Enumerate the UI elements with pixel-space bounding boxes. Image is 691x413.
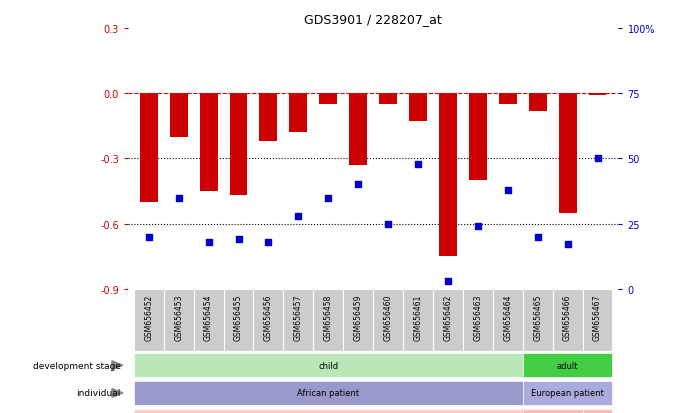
Bar [522, 381, 612, 405]
Text: GSM656455: GSM656455 [234, 293, 243, 340]
Bar [290, 94, 307, 133]
Point [263, 239, 274, 246]
Bar [522, 408, 583, 413]
Bar [193, 289, 224, 351]
Text: GSM656465: GSM656465 [533, 293, 542, 340]
Text: European patient: European patient [531, 389, 604, 397]
Bar [522, 289, 553, 351]
Point [383, 221, 394, 228]
Point [323, 195, 334, 202]
Point [413, 161, 424, 168]
Text: child: child [318, 361, 339, 370]
Bar [583, 289, 612, 351]
Bar [529, 94, 547, 111]
Text: GSM656462: GSM656462 [444, 293, 453, 340]
Text: GSM656459: GSM656459 [354, 293, 363, 340]
Text: GSM656463: GSM656463 [473, 293, 482, 340]
Polygon shape [112, 361, 123, 370]
Point [592, 156, 603, 162]
Bar [134, 381, 522, 405]
Text: GSM656452: GSM656452 [144, 293, 153, 340]
Bar [164, 289, 193, 351]
Text: African patient: African patient [297, 389, 359, 397]
Point [562, 242, 573, 248]
Bar [134, 408, 522, 413]
Bar [349, 94, 367, 166]
Point [143, 234, 154, 240]
Text: GSM656467: GSM656467 [593, 293, 602, 340]
Point [532, 234, 543, 240]
Bar [200, 94, 218, 192]
Text: GSM656456: GSM656456 [264, 293, 273, 340]
Point [233, 236, 244, 243]
Text: GSM656460: GSM656460 [384, 293, 392, 340]
Text: GSM656453: GSM656453 [174, 293, 183, 340]
Text: GSM656457: GSM656457 [294, 293, 303, 340]
Point [473, 223, 484, 230]
Bar [469, 94, 487, 181]
Bar [553, 289, 583, 351]
Text: development stage: development stage [33, 361, 121, 370]
Point [502, 187, 513, 194]
Bar [319, 94, 337, 105]
Text: individual: individual [77, 389, 121, 397]
Bar [134, 353, 522, 377]
Bar [254, 289, 283, 351]
Bar [439, 94, 457, 256]
Text: GSM656458: GSM656458 [324, 293, 333, 340]
Text: GSM656464: GSM656464 [503, 293, 512, 340]
Point [293, 213, 304, 220]
Bar [373, 289, 403, 351]
Text: GSM656454: GSM656454 [204, 293, 213, 340]
Bar [522, 353, 612, 377]
Bar [224, 289, 254, 351]
Text: GSM656461: GSM656461 [413, 293, 422, 340]
Bar [589, 94, 607, 96]
Bar [343, 289, 373, 351]
Bar [403, 289, 433, 351]
Title: GDS3901 / 228207_at: GDS3901 / 228207_at [304, 13, 442, 26]
Polygon shape [112, 389, 123, 397]
Bar [283, 289, 313, 351]
Bar [493, 289, 522, 351]
Point [203, 239, 214, 246]
Bar [583, 408, 612, 413]
Bar [259, 94, 277, 142]
Bar [463, 289, 493, 351]
Text: adult: adult [557, 361, 578, 370]
Point [352, 182, 363, 188]
Point [442, 278, 453, 285]
Bar [313, 289, 343, 351]
Bar [433, 289, 463, 351]
Text: GSM656466: GSM656466 [563, 293, 572, 340]
Bar [499, 94, 517, 105]
Bar [134, 289, 164, 351]
Bar [409, 94, 427, 122]
Bar [140, 94, 158, 202]
Point [173, 195, 184, 202]
Bar [379, 94, 397, 105]
Bar [229, 94, 247, 196]
Bar [170, 94, 188, 137]
Bar [558, 94, 576, 213]
